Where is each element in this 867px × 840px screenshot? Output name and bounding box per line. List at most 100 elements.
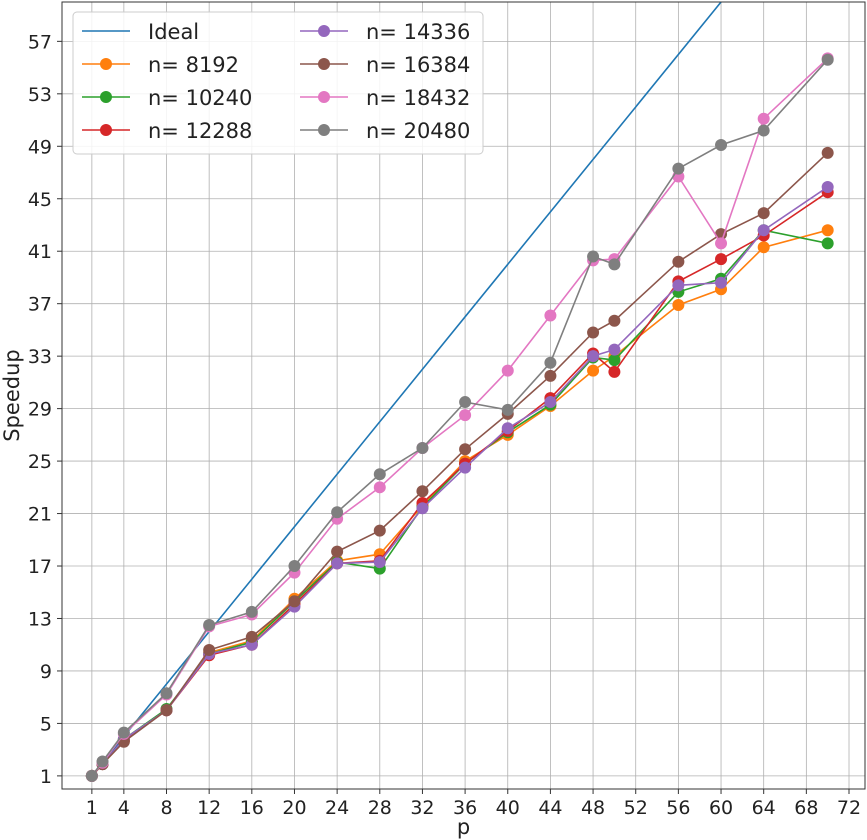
x-tick-label: 64: [752, 797, 776, 819]
y-tick-label: 5: [40, 713, 52, 735]
series-5: [85, 52, 834, 782]
data-point: [821, 237, 834, 250]
data-point: [416, 441, 429, 454]
legend-entry: Ideal: [82, 20, 199, 44]
data-point: [715, 253, 728, 266]
data-point: [757, 112, 770, 125]
x-tick-label: 12: [197, 797, 221, 819]
x-tick-label: 68: [794, 797, 818, 819]
y-tick-label: 41: [28, 241, 52, 263]
data-point: [416, 485, 429, 498]
y-tick-label: 53: [28, 84, 52, 106]
series-3: [85, 180, 834, 782]
data-point: [459, 409, 472, 422]
data-point: [203, 619, 216, 632]
x-tick-label: 44: [538, 797, 562, 819]
y-tick-label: 33: [28, 346, 52, 368]
legend-swatch-marker: [318, 25, 330, 37]
data-point: [587, 350, 600, 363]
series-1: [85, 224, 834, 782]
series-line: [91, 229, 828, 777]
legend-label: Ideal: [148, 20, 199, 44]
series-layer: [85, 52, 834, 782]
x-tick-label: 8: [160, 797, 172, 819]
data-point: [608, 343, 621, 356]
legend-items: Ideal n= 8192 n= 10240 n= 12288 n= 14336 n= 1…: [82, 20, 470, 143]
y-tick-label: 9: [40, 661, 52, 683]
data-point: [373, 524, 386, 537]
legend-entry: n= 18432: [300, 86, 470, 110]
data-point: [821, 53, 834, 66]
data-point: [331, 545, 344, 558]
x-tick-label: 60: [709, 797, 733, 819]
legend-entry: n= 12288: [82, 119, 252, 143]
legend-entry: n= 20480: [300, 119, 470, 143]
x-axis-ticks: 1 4 8 12 16 20 24 28 32 36 40 44 48 52 56 60 64 68 72: [86, 789, 861, 819]
legend-label: n= 18432: [366, 86, 470, 110]
x-tick-label: 24: [325, 797, 349, 819]
data-point: [757, 207, 770, 220]
series-6: [85, 53, 834, 782]
ideal-line-layer: [91, 2, 723, 777]
data-point: [587, 364, 600, 377]
legend-swatch-marker: [318, 91, 330, 103]
legend-label: n= 10240: [148, 86, 252, 110]
ideal-line: [91, 2, 723, 777]
data-point: [608, 365, 621, 378]
legend-entry: n= 8192: [82, 53, 239, 77]
series-line: [91, 229, 828, 777]
data-point: [672, 279, 685, 292]
y-tick-label: 29: [28, 399, 52, 421]
data-point: [821, 224, 834, 237]
y-tick-label: 49: [28, 136, 52, 158]
y-axis-ticks: 1 5 9 13 17 21 25 29 33 37 41 45 49 53 57: [28, 31, 62, 788]
legend-label: n= 12288: [148, 119, 252, 143]
data-point: [757, 224, 770, 237]
data-point: [587, 250, 600, 263]
data-point: [821, 146, 834, 159]
data-point: [821, 180, 834, 193]
x-tick-label: 1: [86, 797, 98, 819]
x-axis-label: p: [457, 815, 470, 839]
legend-swatch-marker: [100, 58, 112, 70]
data-point: [544, 356, 557, 369]
series-0: [85, 224, 834, 782]
data-point: [373, 468, 386, 481]
data-point: [117, 726, 130, 739]
y-tick-label: 17: [28, 556, 52, 578]
y-tick-label: 45: [28, 189, 52, 211]
data-point: [715, 138, 728, 151]
data-point: [331, 506, 344, 519]
data-point: [245, 605, 258, 618]
legend-label: n= 8192: [148, 53, 239, 77]
data-point: [501, 364, 514, 377]
data-point: [501, 403, 514, 416]
data-point: [160, 704, 173, 717]
data-point: [288, 595, 301, 608]
x-tick-label: 40: [496, 797, 520, 819]
legend-swatch-marker: [318, 58, 330, 70]
x-tick-label: 56: [666, 797, 690, 819]
data-point: [85, 769, 98, 782]
data-point: [373, 481, 386, 494]
data-point: [501, 422, 514, 435]
legend: Ideal n= 8192 n= 10240 n= 12288 n= 14336 n= 1…: [72, 11, 484, 155]
legend-label: n= 20480: [366, 119, 470, 143]
legend-swatch-marker: [318, 124, 330, 136]
data-point: [672, 298, 685, 311]
y-tick-label: 25: [28, 451, 52, 473]
legend-entry: n= 16384: [300, 53, 470, 77]
legend-entry: n= 10240: [82, 86, 252, 110]
data-point: [245, 630, 258, 643]
y-tick-label: 21: [28, 504, 52, 526]
data-point: [288, 560, 301, 573]
plot-area-frame: [61, 1, 866, 790]
data-point: [587, 326, 600, 339]
y-tick-label: 37: [28, 294, 52, 316]
legend-box: [72, 11, 484, 155]
legend-label: n= 14336: [366, 20, 470, 44]
x-tick-label: 52: [624, 797, 648, 819]
data-point: [715, 276, 728, 289]
data-point: [459, 396, 472, 409]
data-point: [608, 258, 621, 271]
